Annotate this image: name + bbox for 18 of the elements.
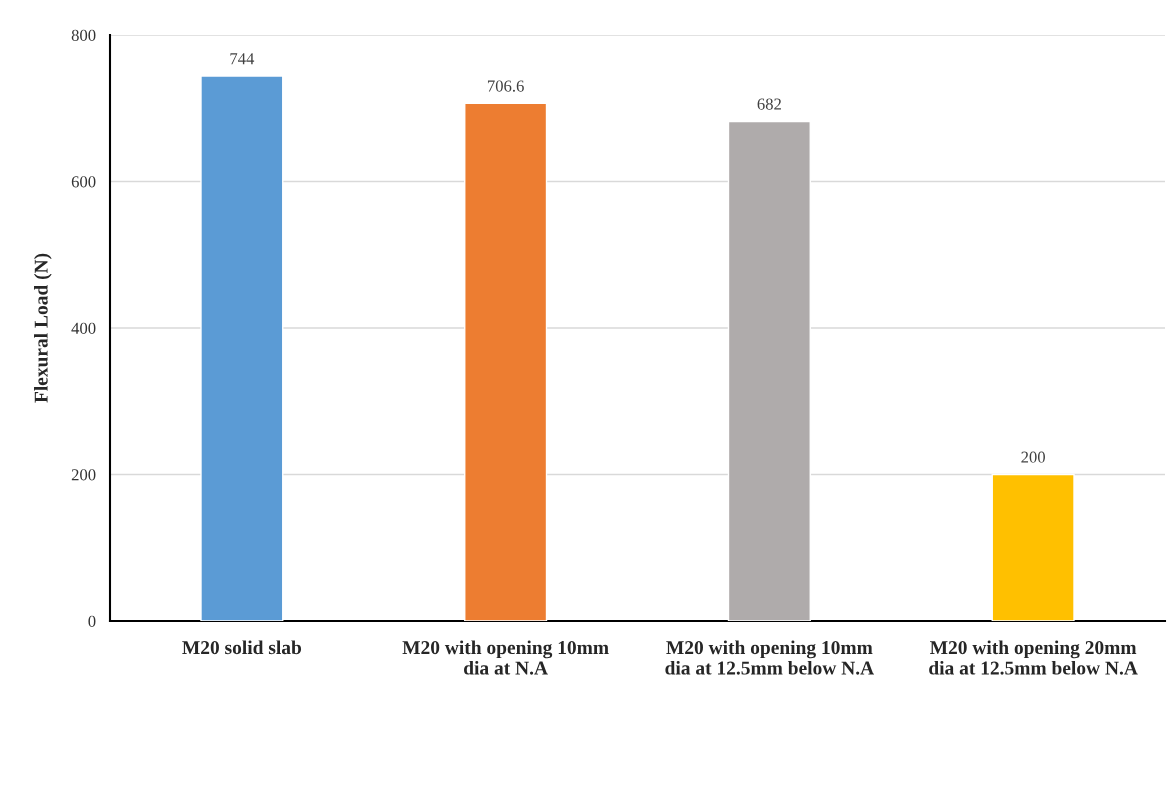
- y-axis-title: Flexural Load (N): [34, 253, 52, 403]
- y-tick-label: 200: [71, 469, 96, 481]
- bar: [991, 473, 1075, 621]
- y-tick-label: 0: [88, 615, 96, 627]
- x-tick-label: M20 with opening 10mm dia at N.A: [402, 640, 609, 675]
- x-tick-label: M20 with opening 10mm dia at 12.5mm below N.A: [665, 640, 875, 675]
- bar: [727, 120, 811, 621]
- y-tick-label: 600: [71, 176, 96, 188]
- data-label: 744: [230, 53, 255, 65]
- x-tick-label: M20 with opening 20mm dia at 12.5mm below N.A: [929, 640, 1138, 675]
- data-label: 200: [1021, 451, 1045, 463]
- y-tick-label: 800: [71, 29, 96, 41]
- data-label: 682: [757, 98, 781, 110]
- bar: [200, 75, 284, 621]
- y-tick-label: 400: [71, 322, 96, 334]
- x-tick-label: M20 solid slab: [182, 640, 302, 655]
- data-label: 706.6: [487, 80, 524, 92]
- bar: [464, 102, 548, 621]
